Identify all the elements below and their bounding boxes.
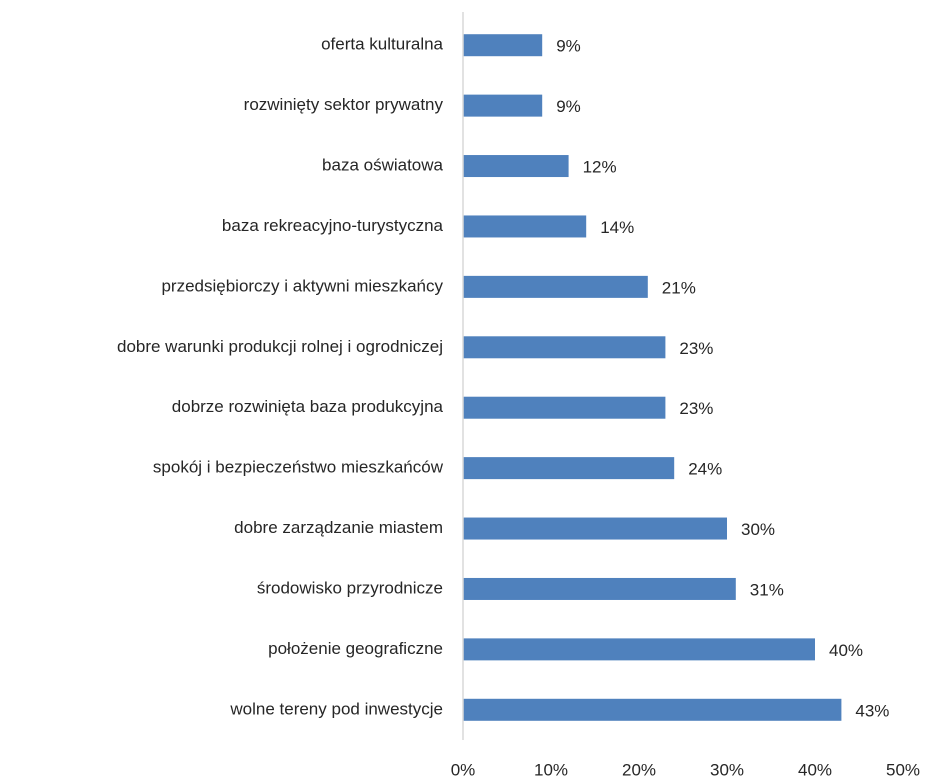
y-tick-label: wolne tereny pod inwestycje (229, 699, 443, 718)
bar (463, 396, 666, 419)
bar (463, 155, 569, 178)
data-label: 9% (556, 97, 581, 116)
y-tick-label: dobre warunki produkcji rolnej i ogrodni… (117, 337, 443, 356)
bar (463, 215, 587, 238)
data-label: 24% (688, 460, 722, 479)
x-tick-label: 20% (622, 760, 656, 779)
y-tick-label: przedsiębiorczy i aktywni mieszkańcy (161, 276, 443, 295)
y-tick-label: spokój i bezpieczeństwo mieszkańców (153, 458, 444, 477)
x-tick-label: 10% (534, 760, 568, 779)
bar (463, 336, 666, 359)
bar (463, 698, 842, 721)
y-tick-label: środowisko przyrodnicze (257, 578, 443, 597)
y-tick-label: położenie geograficzne (268, 639, 443, 658)
data-label: 9% (556, 37, 581, 56)
y-tick-label: baza oświatowa (322, 156, 444, 175)
bar (463, 457, 675, 480)
x-tick-label: 40% (798, 760, 832, 779)
data-label: 23% (679, 339, 713, 358)
bar (463, 94, 543, 117)
y-tick-label: dobrze rozwinięta baza produkcyjna (172, 397, 444, 416)
bar (463, 638, 815, 661)
x-tick-label: 30% (710, 760, 744, 779)
y-tick-label: rozwinięty sektor prywatny (244, 95, 444, 114)
y-tick-label: oferta kulturalna (321, 35, 443, 54)
data-label: 12% (583, 158, 617, 177)
bar (463, 517, 727, 540)
data-label: 21% (662, 278, 696, 297)
y-tick-label: dobre zarządzanie miastem (234, 518, 443, 537)
data-label: 14% (600, 218, 634, 237)
y-tick-label: baza rekreacyjno-turystyczna (222, 216, 444, 235)
bar (463, 577, 736, 600)
x-tick-label: 0% (451, 760, 476, 779)
data-label: 31% (750, 580, 784, 599)
bar (463, 275, 648, 298)
x-tick-label: 50% (886, 760, 920, 779)
data-label: 43% (855, 701, 889, 720)
data-label: 23% (679, 399, 713, 418)
data-label: 30% (741, 520, 775, 539)
bar (463, 34, 543, 57)
data-label: 40% (829, 641, 863, 660)
